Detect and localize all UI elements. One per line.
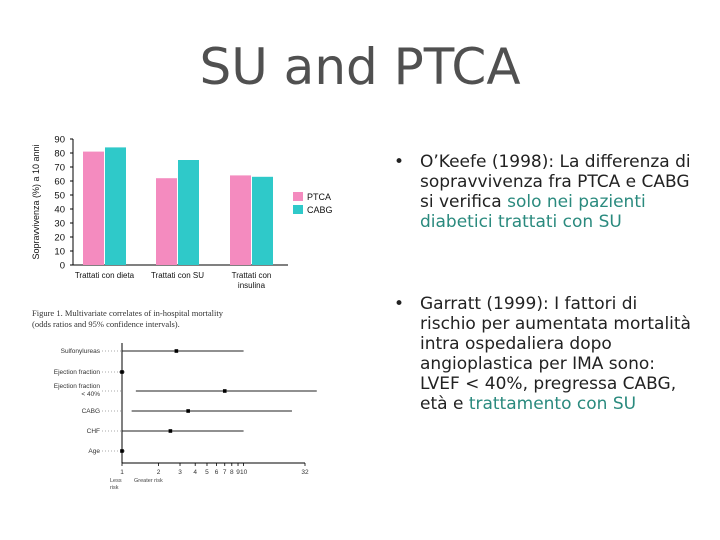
row-label: Ejection fraction <box>54 383 101 390</box>
row-label: Ejection fraction <box>54 369 101 376</box>
slide-title: SU and PTCA <box>199 38 521 96</box>
legend-label-ptca: PTCA <box>307 192 331 202</box>
legend-swatch-cabg <box>293 205 303 214</box>
x-category-label: Trattati con SU <box>151 271 204 280</box>
y-tick-label: 30 <box>54 219 65 230</box>
row-label: CHF <box>87 428 100 435</box>
x-tick-label: 6 <box>215 469 219 476</box>
y-tick-label: 50 <box>54 191 65 202</box>
bullet-garratt: • Garratt (1999): I fattori di rischio p… <box>394 294 694 414</box>
forest-title: Figure 1. Multivariate correlates of in-… <box>32 308 224 318</box>
x-label-less: Less <box>110 478 122 484</box>
x-category-label: Trattati con <box>232 271 272 280</box>
odds-ratio-point <box>222 389 227 393</box>
legend-label-cabg: CABG <box>307 205 333 215</box>
bar-ptca <box>83 151 104 265</box>
y-tick-label: 20 <box>54 233 65 244</box>
x-label-greater: Greater risk <box>134 478 163 484</box>
bar-ptca <box>156 178 177 265</box>
x-tick-label: 1 <box>120 469 124 476</box>
bullet-highlight: trattamento con SU <box>468 394 637 414</box>
bullet-text: O’Keefe (1998): La differenza di sopravv… <box>420 152 691 212</box>
y-axis-label: Sopravvivenza (%) a 10 anni <box>31 144 41 259</box>
odds-ratio-point <box>186 409 190 413</box>
bullet-marker: • <box>394 294 405 314</box>
odds-ratio-point <box>120 449 124 453</box>
x-tick-label: 32 <box>301 469 309 476</box>
x-tick-label: 10 <box>240 469 248 476</box>
row-label: CABG <box>82 408 100 415</box>
bar-cabg <box>105 147 126 265</box>
bullet-text: Garratt (1999): I fattori di rischio per… <box>420 294 691 414</box>
bullet-okeefe: • O’Keefe (1998): La differenza di sopra… <box>394 152 694 232</box>
legend-swatch-ptca <box>293 192 303 201</box>
y-tick-label: 40 <box>54 205 65 216</box>
row-label: Age <box>88 448 100 455</box>
x-tick-label: 9 <box>236 469 240 476</box>
bar-cabg <box>252 176 273 265</box>
x-tick-label: 2 <box>157 469 161 476</box>
x-tick-label: 7 <box>223 469 227 476</box>
bullet-marker: • <box>394 152 405 172</box>
bullet-highlight: solo nei pazienti diabetici trattati con… <box>420 192 646 232</box>
x-label-less-line2: risk <box>110 485 119 490</box>
odds-ratio-point <box>120 370 124 374</box>
y-tick-label: 80 <box>54 149 65 160</box>
x-tick-label: 4 <box>193 469 197 476</box>
bullet-list: • O’Keefe (1998): La differenza di sopra… <box>394 152 694 414</box>
y-tick-label: 90 <box>54 135 65 146</box>
x-category-label-line2: insulina <box>238 281 266 290</box>
row-label-line2: < 40% <box>81 391 100 398</box>
survival-bar-chart: 0 10 20 30 40 50 60 70 80 90 Sopravvivenza (%) a 1… <box>31 135 333 291</box>
mortality-forest-plot: Figure 1. Multivariate correlates of in-… <box>32 308 317 490</box>
odds-ratio-point <box>168 429 173 433</box>
y-tick-label: 10 <box>54 247 65 258</box>
x-tick-label: 5 <box>205 469 209 476</box>
y-tick-label: 0 <box>60 261 65 272</box>
bar-ptca <box>230 175 251 265</box>
forest-title-line2: (odds ratios and 95% confidence interval… <box>32 319 180 329</box>
bar-cabg <box>178 160 199 265</box>
y-tick-label: 60 <box>54 177 65 188</box>
x-tick-label: 3 <box>178 469 182 476</box>
odds-ratio-point <box>174 349 179 353</box>
row-label: Sulfonylureas <box>61 348 101 355</box>
x-category-label: Trattati con dieta <box>75 271 135 280</box>
y-tick-label: 70 <box>54 163 65 174</box>
x-tick-label: 8 <box>230 469 234 476</box>
